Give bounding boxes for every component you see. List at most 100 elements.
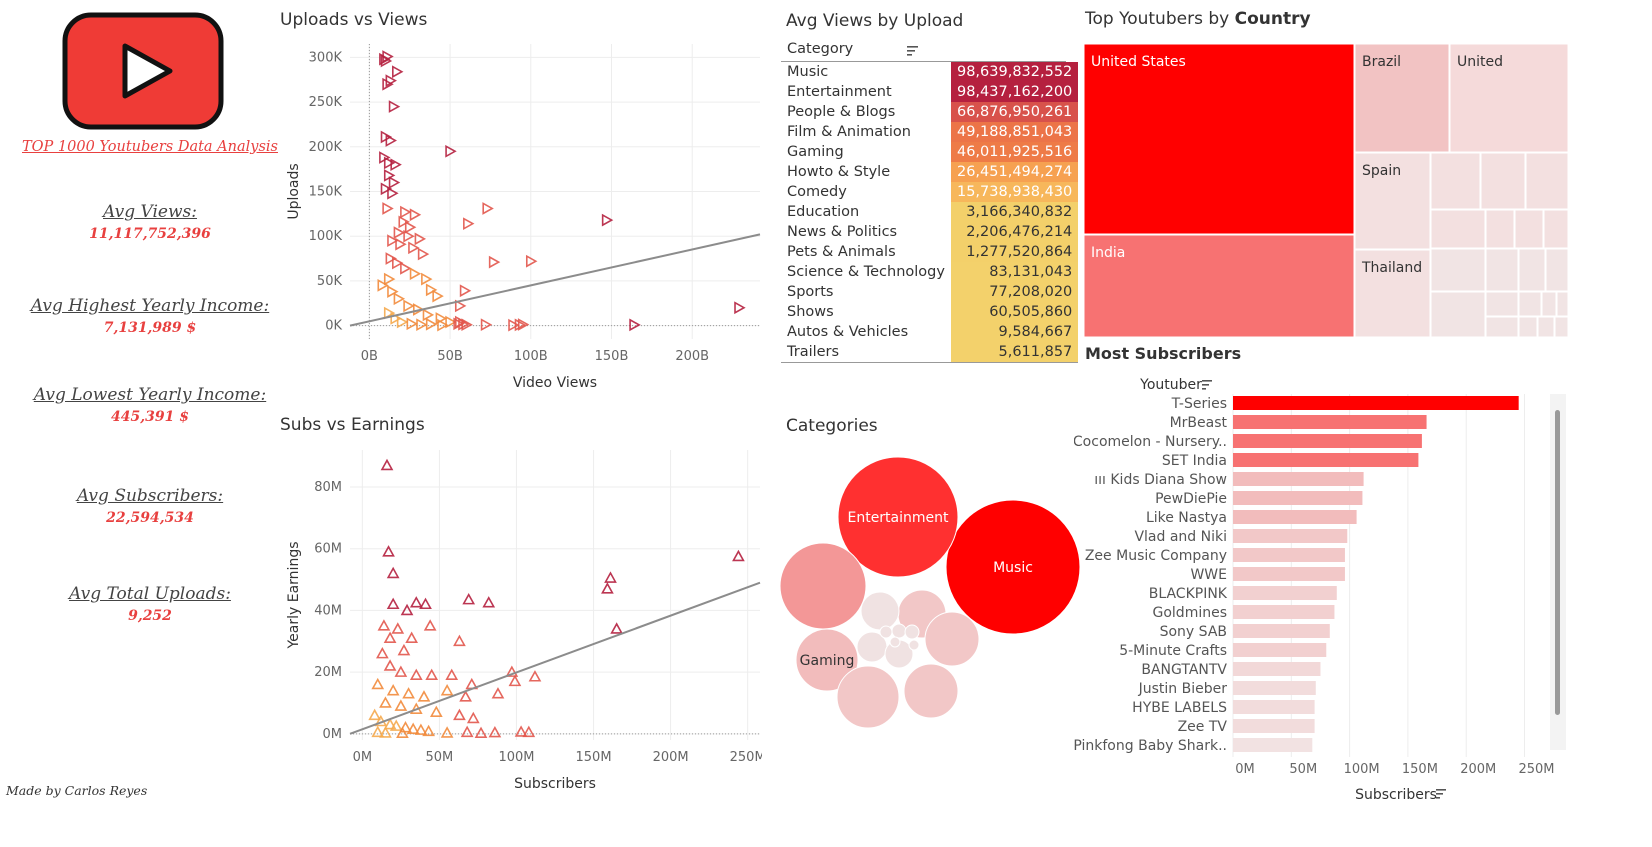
country-cell-small[interactable]	[1518, 248, 1546, 292]
data-point[interactable]	[393, 226, 406, 239]
category-bubble[interactable]	[945, 499, 1081, 635]
data-point[interactable]	[525, 254, 538, 268]
data-point[interactable]	[488, 725, 502, 738]
data-point[interactable]	[382, 202, 394, 215]
data-point[interactable]	[734, 301, 746, 315]
category-row[interactable]: Shows 60,505,860	[781, 302, 1079, 322]
data-point[interactable]	[417, 690, 431, 702]
data-point[interactable]	[387, 186, 399, 200]
data-point[interactable]	[453, 708, 466, 721]
subscriber-bar[interactable]	[1233, 396, 1519, 410]
sort-descending-icon[interactable]	[1436, 789, 1446, 799]
data-point[interactable]	[454, 299, 467, 313]
data-point[interactable]	[445, 668, 459, 681]
data-point[interactable]	[482, 202, 494, 215]
data-point[interactable]	[440, 726, 454, 738]
data-point[interactable]	[404, 220, 417, 234]
data-point[interactable]	[406, 722, 420, 735]
data-point[interactable]	[463, 217, 475, 231]
country-cell[interactable]	[1354, 152, 1431, 250]
data-point[interactable]	[383, 631, 397, 643]
data-point[interactable]	[379, 696, 392, 708]
sort-descending-icon[interactable]	[1202, 380, 1212, 390]
country-cell-small[interactable]	[1541, 291, 1557, 317]
data-point[interactable]	[429, 705, 443, 718]
data-point[interactable]	[392, 256, 404, 270]
category-row[interactable]: Music 98,639,832,552	[781, 62, 1079, 82]
data-point[interactable]	[386, 566, 400, 579]
uploads-vs-views-chart[interactable]: 0K 50K 100K 150K 200K 250K 300K 0B 50B 100B 150B 20…	[280, 36, 762, 408]
data-point[interactable]	[380, 182, 393, 196]
category-bubble[interactable]	[795, 628, 859, 692]
data-point[interactable]	[379, 726, 392, 738]
data-point[interactable]	[395, 237, 407, 251]
data-point[interactable]	[387, 285, 399, 298]
data-point[interactable]	[390, 158, 402, 172]
data-point[interactable]	[629, 318, 641, 332]
data-point[interactable]	[461, 318, 473, 332]
data-point[interactable]	[398, 215, 410, 229]
data-point[interactable]	[383, 717, 397, 730]
data-point[interactable]	[405, 631, 419, 643]
subscriber-bar[interactable]	[1233, 605, 1335, 619]
category-bubble[interactable]	[903, 663, 959, 719]
category-bubble[interactable]	[860, 591, 900, 631]
data-point[interactable]	[419, 597, 432, 610]
country-cell-small[interactable]	[1430, 209, 1486, 249]
data-point[interactable]	[387, 234, 399, 248]
country-treemap[interactable]: United States India Brazil United Spain Thail…	[1084, 44, 1568, 337]
data-point[interactable]	[422, 724, 435, 737]
data-point[interactable]	[383, 156, 396, 170]
data-point[interactable]	[409, 208, 422, 222]
data-point[interactable]	[399, 721, 412, 733]
data-point[interactable]	[514, 725, 528, 737]
category-row[interactable]: News & Politics 2,206,476,214	[781, 222, 1079, 242]
data-point[interactable]	[382, 545, 395, 557]
subs-vs-earnings-chart[interactable]: 0M 20M 40M 60M 80M 0M 50M 100M 150M 200M 250M Subsc…	[280, 440, 762, 808]
data-point[interactable]	[383, 659, 397, 671]
data-point[interactable]	[389, 719, 403, 731]
data-point[interactable]	[406, 317, 418, 331]
subscriber-bar[interactable]	[1233, 624, 1330, 638]
category-row[interactable]: People & Blogs 66,876,950,261	[781, 102, 1079, 122]
category-bubble[interactable]	[924, 611, 980, 667]
data-point[interactable]	[508, 318, 520, 332]
category-bubble[interactable]	[904, 624, 920, 640]
subscriber-bar[interactable]	[1233, 491, 1363, 505]
data-point[interactable]	[423, 619, 437, 631]
data-point[interactable]	[416, 318, 428, 332]
subscriber-bar[interactable]	[1233, 434, 1422, 448]
subscriber-bar[interactable]	[1233, 700, 1315, 714]
category-bubble[interactable]	[908, 639, 920, 651]
country-cell-small[interactable]	[1556, 291, 1568, 317]
category-bubble[interactable]	[836, 665, 900, 729]
subscriber-bar[interactable]	[1233, 453, 1419, 467]
country-cell-small[interactable]	[1485, 316, 1519, 337]
data-point[interactable]	[491, 687, 505, 699]
data-point[interactable]	[403, 229, 415, 243]
category-row[interactable]: Pets & Animals 1,277,520,864	[781, 242, 1079, 262]
data-point[interactable]	[379, 52, 391, 66]
category-bubble[interactable]	[889, 636, 901, 648]
data-point[interactable]	[396, 726, 409, 739]
data-point[interactable]	[474, 726, 488, 739]
data-point[interactable]	[466, 711, 480, 724]
data-point[interactable]	[414, 723, 428, 735]
subscriber-bar[interactable]	[1233, 681, 1316, 695]
subscriber-bar[interactable]	[1233, 643, 1327, 657]
table-header[interactable]: Category	[781, 41, 1066, 62]
data-point[interactable]	[604, 571, 617, 583]
data-point[interactable]	[522, 725, 536, 738]
data-point[interactable]	[425, 283, 438, 297]
data-point[interactable]	[391, 622, 405, 634]
data-point[interactable]	[402, 687, 415, 699]
data-point[interactable]	[371, 677, 385, 690]
country-cell-small[interactable]	[1554, 316, 1568, 337]
country-cell[interactable]	[1354, 44, 1450, 153]
data-point[interactable]	[376, 646, 389, 659]
data-point[interactable]	[517, 318, 530, 331]
data-point[interactable]	[385, 252, 398, 265]
category-row[interactable]: Entertainment 98,437,162,200	[781, 82, 1079, 102]
country-cell-small[interactable]	[1430, 291, 1486, 337]
data-point[interactable]	[610, 622, 624, 634]
